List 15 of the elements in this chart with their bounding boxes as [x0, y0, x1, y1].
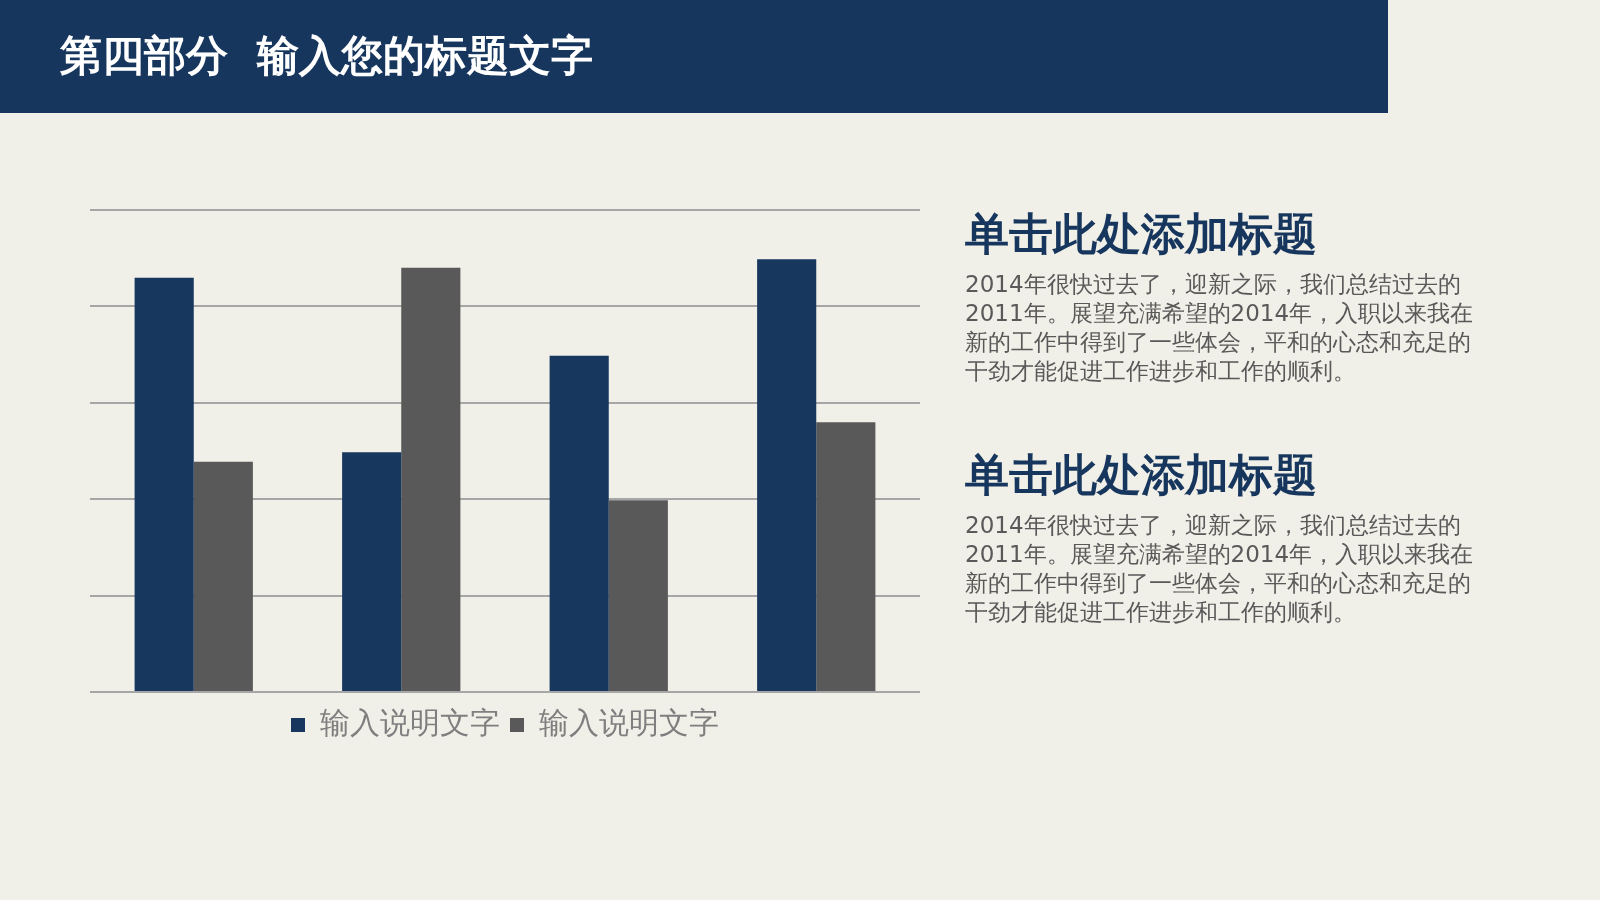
- text: 单击此处添加标题: [965, 448, 1318, 502]
- bar: [816, 422, 876, 691]
- legend-label: 输入说明文字: [539, 706, 719, 740]
- chart-title: 第四部分 输入您的标题文字: [60, 30, 594, 82]
- bar: [757, 259, 817, 691]
- text: 2014年很快过去了，迎新之际，我们总结过去的2011年。展望充满希望的2014年，入职以来我在新的工作中得到了一些体会，平和的心态和充足的干劲才能促进工作进步和工作的顺利。: [965, 511, 1475, 627]
- legend-label: 输入说明文字: [320, 706, 500, 740]
- bar: [608, 500, 668, 691]
- text: 单击此处添加标题: [965, 207, 1318, 261]
- bar: [193, 461, 253, 691]
- bar: [401, 267, 461, 691]
- text: 2014年很快过去了，迎新之际，我们总结过去的2011年。展望充满希望的2014年，入职以来我在新的工作中得到了一些体会，平和的心态和充足的干劲才能促进工作进步和工作的顺利。: [965, 270, 1475, 386]
- bar: [342, 452, 402, 691]
- bar: [549, 355, 609, 691]
- bar: [134, 277, 194, 691]
